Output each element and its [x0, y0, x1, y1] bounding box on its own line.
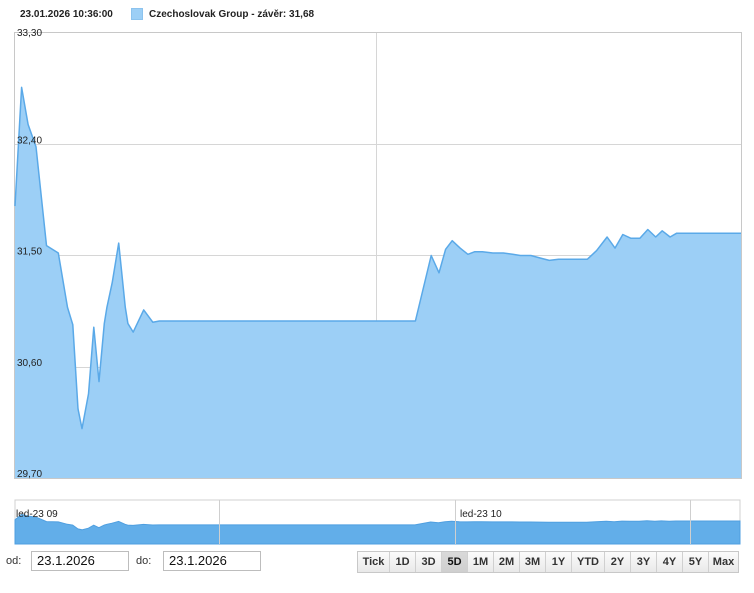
range-button-4y[interactable]: 4Y [657, 552, 683, 572]
y-tick-label: 32,40 [17, 135, 42, 146]
navigator-label: led-23 09 [16, 509, 58, 520]
range-button-5y[interactable]: 5Y [683, 552, 709, 572]
range-button-3m[interactable]: 3M [520, 552, 546, 572]
to-date-input[interactable]: 23.1.2026 [163, 551, 261, 571]
range-button-3y[interactable]: 3Y [631, 552, 657, 572]
range-selector: Tick 1D 3D 5D 1M 2M 3M 1Y YTD 2Y 3Y 4Y 5Y Max [357, 551, 739, 573]
legend-swatch[interactable] [131, 8, 143, 20]
y-tick-label: 30,60 [17, 358, 42, 369]
y-tick-label: 29,70 [17, 469, 42, 480]
range-button-2m[interactable]: 2M [494, 552, 520, 572]
y-axis: 29,70 30,60 31,50 32,40 33,30 [17, 28, 42, 480]
range-button-max[interactable]: Max [709, 552, 738, 572]
price-line [14, 86, 741, 430]
y-tick-label: 31,50 [17, 247, 42, 258]
to-label: do: [136, 555, 152, 567]
from-label: od: [6, 555, 22, 567]
legend-label[interactable]: Czechoslovak Group - závěr: 31,68 [149, 9, 315, 20]
range-button-2y[interactable]: 2Y [605, 552, 631, 572]
range-button-3d[interactable]: 3D [416, 552, 442, 572]
price-area-fill [15, 87, 741, 479]
price-series [14, 86, 741, 479]
navigator[interactable]: led-23 09 led-23 10 [14, 499, 741, 545]
range-button-tick[interactable]: Tick [358, 552, 390, 572]
timestamp: 23.01.2026 10:36:00 [20, 9, 113, 20]
navigator-label: led-23 10 [460, 509, 502, 520]
controls-bar: od: 23.1.2026 do: 23.1.2026 Tick 1D 3D 5D 1M… [0, 545, 754, 585]
y-tick-label: 33,30 [17, 28, 42, 39]
range-button-5d[interactable]: 5D [442, 552, 468, 572]
navigator-series [14, 513, 741, 545]
from-date-input[interactable]: 23.1.2026 [31, 551, 129, 571]
range-button-1d[interactable]: 1D [390, 552, 416, 572]
range-button-ytd[interactable]: YTD [572, 552, 605, 572]
range-button-1m[interactable]: 1M [468, 552, 494, 572]
chart-header: 23.01.2026 10:36:00 Czechoslovak Group -… [0, 0, 754, 30]
range-button-1y[interactable]: 1Y [546, 552, 572, 572]
